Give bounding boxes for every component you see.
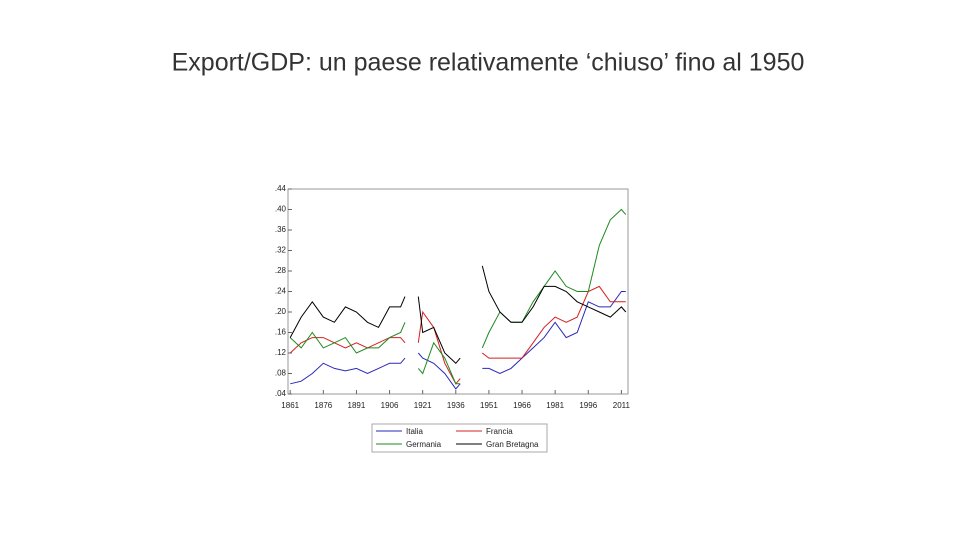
y-tick-label: .16 [275, 328, 287, 337]
x-tick-label: 1966 [513, 401, 531, 410]
x-tick-label: 1921 [414, 401, 432, 410]
series-line [290, 291, 626, 390]
slide-title: Export/GDP: un paese relativamente ‘chiu… [172, 49, 805, 77]
y-tick-label: .24 [275, 287, 287, 296]
y-tick-label: .20 [275, 307, 287, 316]
legend-label: Germania [406, 440, 442, 449]
legend-label: Italia [406, 427, 423, 436]
plot-frame [287, 188, 629, 395]
x-tick-label: 1876 [314, 401, 332, 410]
y-tick-label: .44 [275, 184, 287, 193]
y-tick-label: .36 [275, 225, 287, 234]
y-tick-label: .40 [275, 205, 287, 214]
y-tick-label: .12 [275, 348, 287, 357]
series-line [289, 265, 627, 365]
y-tick-label: .28 [275, 266, 287, 275]
x-tick-label: 1861 [281, 401, 299, 410]
legend-box [371, 423, 548, 453]
x-tick-label: 1981 [546, 401, 564, 410]
y-tick-label: .04 [275, 389, 287, 398]
x-tick-label: 1996 [579, 401, 597, 410]
x-tick-label: 2011 [613, 401, 631, 410]
x-tick-label: 1936 [447, 401, 465, 410]
y-tick-label: .08 [275, 369, 287, 378]
x-tick-label: 1891 [348, 401, 366, 410]
x-tick-label: 1906 [381, 401, 399, 410]
legend-label: Gran Bretagna [486, 440, 539, 449]
legend-label: Francia [486, 427, 513, 436]
y-tick-label: .32 [275, 246, 287, 255]
x-tick-label: 1951 [480, 401, 498, 410]
